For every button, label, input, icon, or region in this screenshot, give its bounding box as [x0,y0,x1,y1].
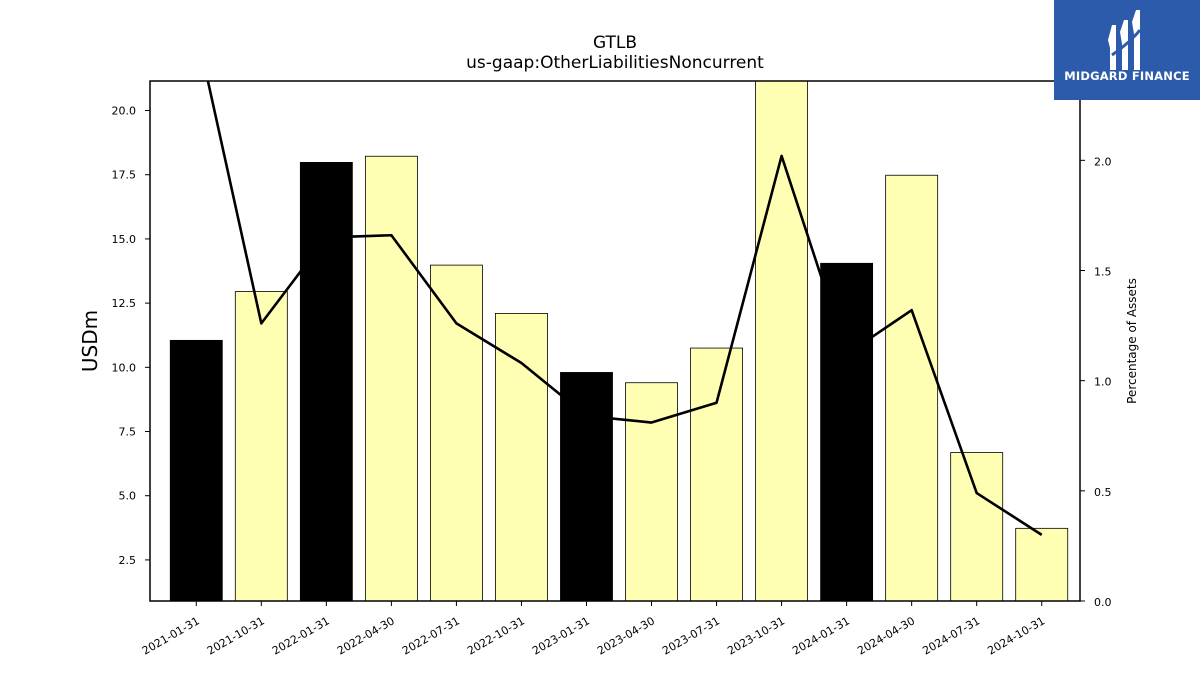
x-tick-label: 2022-10-31 [465,614,527,657]
bar-series [169,81,1069,601]
bar-2022-04-30 [364,155,418,601]
percentage-line [206,81,1043,536]
x-tick-label: 2024-04-30 [855,614,917,657]
x-tick-label: 2022-01-31 [270,614,332,657]
x-tick-label: 2024-07-31 [920,614,982,657]
line-series [206,81,1043,536]
y-tick-label: 7.5 [119,426,137,439]
bar-2022-07-31 [429,264,483,601]
bar-2023-07-31 [690,347,743,601]
x-tick-label: 2023-07-31 [660,614,722,657]
bar-2021-10-31 [234,291,288,601]
midgard-logo-icon [1108,10,1142,70]
bar-2023-10-31 [755,81,809,601]
y-tick-label: 10.0 [112,361,137,374]
bar-2023-01-31 [560,372,613,601]
x-tick-label: 2021-01-31 [140,614,202,657]
x-tick-label: 2023-10-31 [725,614,787,657]
y2-tick-label: 0.5 [1094,486,1112,499]
x-tick-label: 2021-10-31 [205,614,267,657]
x-tick-label: 2023-01-31 [530,614,592,657]
y-tick-label: 15.0 [112,233,137,246]
plot-frame [149,80,1081,602]
brand-name: MIDGARD FINANCE [1064,69,1190,83]
chart-title: GTLB [592,33,638,53]
bar-2023-04-30 [625,382,678,601]
y-axis-label: USDm [78,310,102,372]
bar-2021-01-31 [169,339,223,601]
y-tick-label: 12.5 [112,297,137,310]
y-tick-label: 5.0 [119,490,137,503]
x-tick-label: 2023-04-30 [595,614,657,657]
x-tick-label: 2022-07-31 [400,614,462,657]
bar-2024-07-31 [950,452,1004,601]
x-tick-label: 2024-01-31 [790,614,852,657]
y2-tick-label: 1.5 [1094,265,1112,278]
chart-subtitle: us-gaap:OtherLiabilitiesNoncurrent [466,53,764,73]
bar-2022-01-31 [299,162,353,601]
x-tick-label: 2024-10-31 [985,614,1047,657]
y-tick-label: 2.5 [119,554,137,567]
y2-tick-label: 2.0 [1094,155,1112,168]
bar-2024-10-31 [1015,527,1069,601]
bar-2024-01-31 [820,262,874,601]
y2-axis-label: Percentage of Assets [1125,278,1139,404]
bar-2024-04-30 [885,174,939,601]
y2-tick-label: 1.0 [1094,376,1112,389]
x-tick-label: 2022-04-30 [335,614,397,657]
y-tick-label: 20.0 [112,105,137,118]
brand-logo: MIDGARD FINANCE [1054,0,1200,100]
y-tick-label: 17.5 [112,169,137,182]
y2-tick-label: 0.0 [1094,596,1112,609]
bar-2022-10-31 [495,312,548,601]
